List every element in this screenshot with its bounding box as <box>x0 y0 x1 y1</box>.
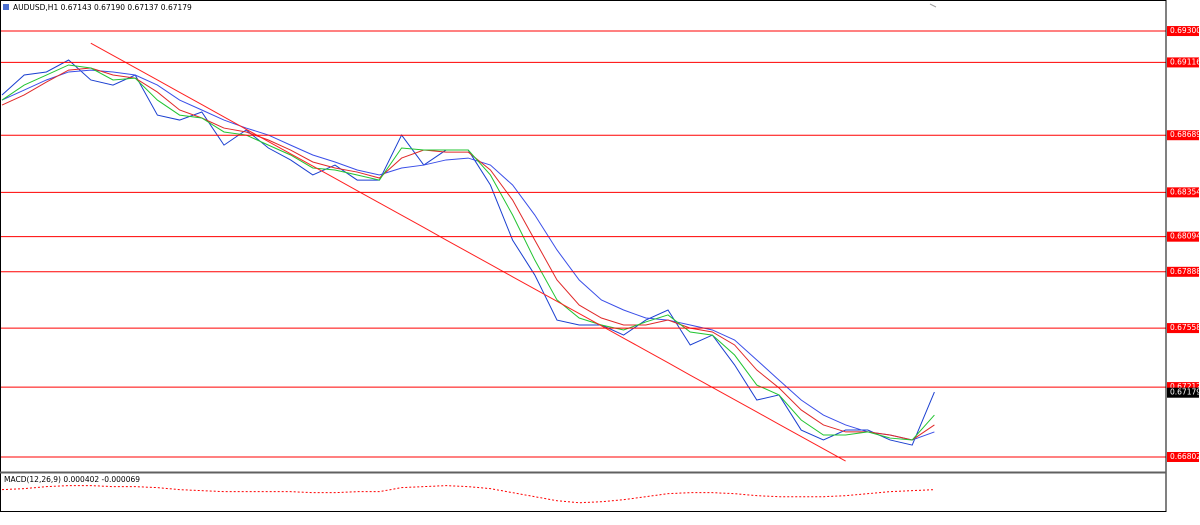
series-line <box>90 42 846 462</box>
level-label: 0.69300 <box>1170 26 1200 35</box>
series-line <box>1 67 935 441</box>
level-label: 0.68689 <box>1170 130 1200 139</box>
level-label-box <box>1167 323 1199 334</box>
frame <box>0 0 1167 512</box>
level-label: 0.69116 <box>1170 57 1200 66</box>
symbol-icon <box>3 4 9 10</box>
current-price-box <box>1167 387 1199 398</box>
level-label-box <box>1167 57 1199 68</box>
shift-marker <box>929 3 937 8</box>
level-label: 0.67888 <box>1170 267 1200 276</box>
level-label-box <box>1167 266 1199 277</box>
current-price-label: 0.67179 <box>1170 388 1200 397</box>
level-label: 0.68354 <box>1170 187 1200 196</box>
plot <box>1 42 935 504</box>
level-label-box <box>1167 231 1199 242</box>
level-label: 0.67558 <box>1170 323 1200 332</box>
series-line <box>1 69 935 441</box>
indicator-title: MACD(12,26,9) 0.000402 -0.000069 <box>4 475 140 484</box>
level-label: 0.68094 <box>1170 232 1200 241</box>
level-label-box <box>1167 451 1199 462</box>
axes: 0.69300 0.69116 0.68689 0.68354 0.68094 0.678… <box>1167 26 1200 462</box>
level-label-box <box>1167 26 1199 37</box>
level-label: 0.66802 <box>1170 452 1200 461</box>
chart-title: AUDUSD,H1 0.67143 0.67190 0.67137 0.6717… <box>13 3 192 12</box>
levels <box>1 30 1166 458</box>
level-label-box <box>1167 382 1199 393</box>
level-label-box <box>1167 130 1199 141</box>
level-label-box <box>1167 187 1199 198</box>
series-line <box>1 64 935 441</box>
level-label: 0.67212 <box>1170 382 1200 391</box>
